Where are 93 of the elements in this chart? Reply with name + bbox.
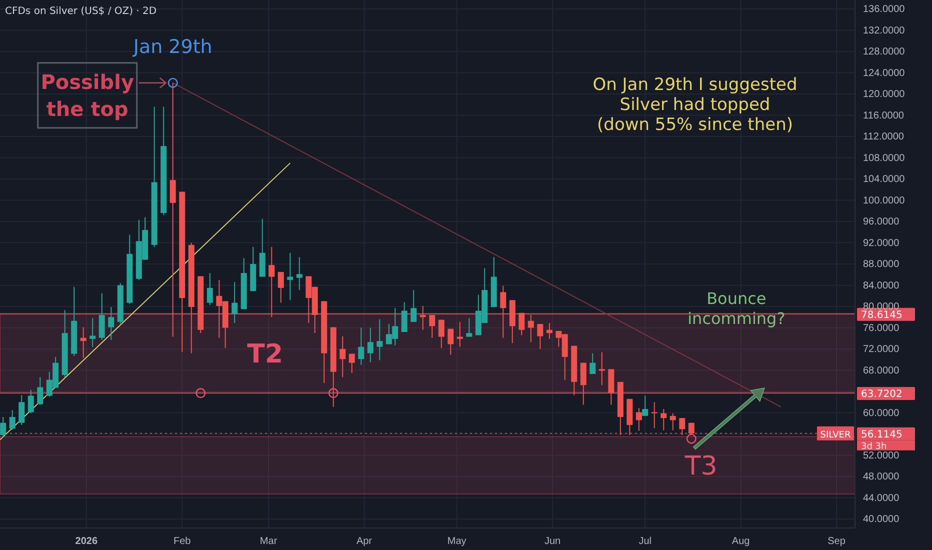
candlestick	[278, 271, 284, 304]
candlestick	[348, 353, 355, 374]
candlestick	[590, 352, 596, 374]
candlestick	[642, 395, 648, 416]
candlestick	[296, 256, 302, 291]
y-tick-label: 120.0000	[863, 89, 906, 100]
candlestick	[688, 422, 694, 436]
x-tick-label: Apr	[356, 536, 373, 548]
y-tick-label: 124.0000	[863, 68, 906, 79]
candlestick	[456, 321, 463, 348]
annotation: Bounce incomming?	[688, 289, 786, 328]
candlestick	[546, 322, 552, 340]
candlestick	[376, 318, 383, 361]
candlestick	[98, 292, 105, 340]
candlestick	[170, 82, 176, 338]
point	[328, 388, 338, 398]
candlestick	[401, 302, 408, 332]
candlestick	[340, 336, 346, 378]
y-tick-label: 60.0000	[863, 408, 900, 419]
text: CFDs on Silver (US$ / OZ) · 2D	[5, 6, 157, 17]
y-tick-label: 72.0000	[863, 344, 900, 356]
candlestick	[367, 327, 374, 363]
y-tick-label: 100.0000	[863, 195, 906, 206]
y-tick-label: 92.0000	[863, 238, 900, 249]
candlestick	[37, 376, 44, 406]
candlestick	[438, 319, 444, 348]
annotation: Possibly the top	[40, 70, 134, 121]
y-tick-label: 48.0000	[863, 472, 900, 483]
ref-line-label: 63.7202	[861, 388, 902, 400]
candlestick	[429, 314, 436, 338]
y-tick-label: 52.0000	[863, 450, 900, 462]
candlestick	[660, 408, 667, 431]
point	[168, 78, 178, 88]
x-tick-label: Aug	[732, 536, 750, 548]
candlestick	[636, 407, 642, 432]
y-tick-label: 132.0000	[863, 25, 906, 36]
y-tick-label: 116.0000	[863, 110, 904, 122]
candlestick	[18, 394, 25, 426]
candlestick	[9, 410, 16, 430]
y-tick-label: 76.0000	[863, 322, 900, 334]
y-tick-label: 128.0000	[863, 46, 906, 58]
candlestick	[206, 272, 213, 306]
y-tick-label: 108.0000	[863, 152, 906, 164]
annotation: On Jan 29th I suggested Silver had topped (down 55% since then)	[592, 75, 798, 135]
y-tick-label: 104.0000	[863, 174, 906, 186]
annotation: SILVER	[820, 430, 851, 440]
ref-line-label: 78.6145	[861, 310, 902, 321]
y-tick-label: 136.0000	[863, 4, 906, 16]
candlestick	[598, 352, 605, 386]
candlestick	[287, 252, 294, 301]
point	[686, 434, 696, 444]
point	[196, 388, 206, 398]
candlestick	[518, 312, 525, 336]
candlestick	[528, 314, 534, 343]
candlestick	[466, 318, 472, 338]
candlestick	[448, 328, 454, 356]
candlestick	[580, 362, 586, 406]
candlestick	[410, 290, 417, 322]
x-tick-label: May	[447, 536, 466, 548]
x-tick-label: Sep	[828, 536, 846, 548]
x-tick-label: Jun	[544, 536, 561, 548]
text: 3d 3h	[861, 442, 887, 452]
y-tick-label: 96.0000	[863, 216, 900, 228]
candlestick	[420, 305, 426, 330]
candlestick	[0, 416, 6, 438]
candlestick	[358, 327, 364, 366]
y-tick-label: 84.0000	[863, 280, 900, 292]
candlestick	[259, 218, 266, 278]
candlestick	[537, 324, 544, 350]
band-label: T2	[247, 339, 283, 370]
candlestick	[679, 418, 686, 436]
x-tick-label: Jul	[638, 536, 652, 548]
y-tick-label: 40.0000	[863, 514, 900, 526]
y-tick-label: 44.0000	[863, 492, 900, 504]
candlestick	[90, 318, 96, 348]
y-tick-label: 68.0000	[863, 365, 900, 376]
candlestick	[608, 368, 614, 406]
annotation: Jan 29th	[132, 36, 212, 58]
ref-line-label: 56.1145	[861, 429, 902, 440]
candlestick	[670, 412, 676, 431]
x-tick-label: Mar	[260, 536, 278, 548]
candlestick	[232, 282, 238, 324]
candlestick	[268, 246, 275, 318]
candlestick	[500, 285, 506, 338]
candlestick	[651, 402, 658, 429]
x-tick-label: 2026	[75, 536, 98, 548]
band-label: T3	[684, 451, 718, 482]
candlestick	[108, 306, 114, 340]
x-tick-label: Feb	[173, 536, 192, 548]
y-tick-label: 112.0000	[863, 132, 904, 143]
candlestick	[28, 389, 34, 414]
y-tick-label: 88.0000	[863, 259, 900, 270]
candlestick	[80, 326, 86, 359]
